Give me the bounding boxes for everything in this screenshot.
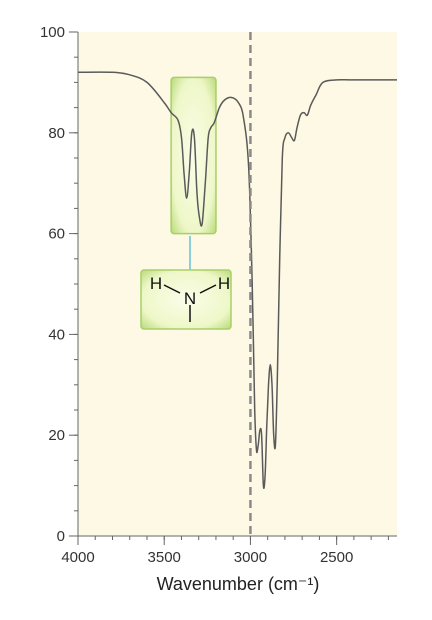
x-axis-title: Wavenumber (cm⁻¹) xyxy=(157,574,320,594)
y-tick-label: 100 xyxy=(40,24,65,41)
atom-n: N xyxy=(184,289,196,308)
nh2-structure-box xyxy=(140,269,232,330)
x-tick-label: 3000 xyxy=(234,549,267,566)
spectrum-line-0 xyxy=(77,71,397,490)
bond-left xyxy=(163,284,181,294)
y-tick-label: 20 xyxy=(48,427,65,444)
y-tick-label: 60 xyxy=(48,226,65,243)
atom-h-left: H xyxy=(150,274,162,293)
atom-h-right: H xyxy=(218,274,230,293)
plot-background xyxy=(78,32,397,536)
x-tick-label: 4000 xyxy=(61,549,94,566)
x-tick-label: 2500 xyxy=(320,549,353,566)
x-tick-label: 3500 xyxy=(148,549,181,566)
y-tick-label: 0 xyxy=(57,528,65,545)
bond-right xyxy=(199,284,217,294)
nh-stretch-highlight-box xyxy=(170,76,217,235)
y-tick-label: 40 xyxy=(48,326,65,343)
y-tick-label: 80 xyxy=(48,125,65,142)
